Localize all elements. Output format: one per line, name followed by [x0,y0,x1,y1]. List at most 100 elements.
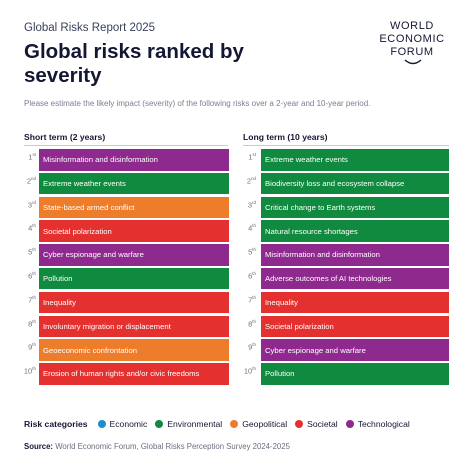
rank-number: 4th [20,223,36,233]
risk-bar: Geoeconomic confrontation [39,339,229,361]
short-term-row: 5th Cyber espionage and warfare [20,243,232,267]
legend-label: Economic [109,419,148,429]
short-term-row: 4th Societal polarization [20,219,232,243]
rank-value: 7 [28,295,33,305]
legend-dot-icon [155,420,164,428]
rank-suffix: nd [30,175,36,181]
short-term-divider [24,145,228,146]
rank-number: 7th [238,295,256,305]
legend-item: Societal [295,419,338,429]
rank-value: 4 [248,223,253,233]
rank-suffix: th [32,342,36,348]
risk-bar: Extreme weather events [261,149,449,171]
legend-label: Technological [357,419,410,429]
rank-value: 4 [28,223,33,233]
risk-bar: Inequality [39,291,229,314]
risk-bar: Pollution [261,363,449,385]
rank-suffix: th [252,247,256,253]
rank-suffix: th [32,318,36,324]
rank-number: 9th [238,342,256,352]
legend-dot-icon [345,420,354,428]
rank-suffix: th [252,223,256,229]
rank-value: 8 [28,319,33,329]
long-term-row: 1st Extreme weather events [238,148,450,172]
short-term-row: 10th Erosion of human rights and/or civic… [20,362,232,386]
rank-number: 1st [20,152,36,162]
rank-number: 2nd [20,176,36,186]
risk-bar: Cyber espionage and warfare [261,339,449,361]
long-term-row: 2nd Biodiversity loss and ecosystem colla… [238,172,450,196]
rank-number: 8th [20,319,36,329]
risk-bar: Misinformation and disinformation [261,244,449,266]
rank-value: 1 [28,152,33,162]
short-term-row: 7th Inequality [20,291,232,315]
risk-bar: Involuntary migration or displacement [39,315,229,338]
rank-number: 9th [20,342,36,352]
rank-number: 1st [238,152,256,162]
legend-item: Economic [97,419,148,429]
rank-suffix: rd [251,199,256,205]
rank-value: 6 [248,271,253,281]
rank-suffix: th [252,270,256,276]
rank-suffix: st [252,152,256,157]
logo-arc-icon [404,59,422,65]
rank-number: 10th [20,366,36,376]
legend-label: Societal [307,419,338,429]
rank-number: 4th [238,223,256,233]
rank-suffix: th [32,294,36,300]
risk-bar: Adverse outcomes of AI technologies [261,267,449,290]
rank-value: 9 [28,342,33,352]
legend-item: Environmental [155,419,222,429]
rank-suffix: th [32,366,36,372]
long-term-row: 3rd Critical change to Earth systems [238,196,450,220]
rank-value: 7 [248,295,253,305]
logo-line-economic: ECONOMIC [379,33,445,45]
rank-suffix: nd [250,175,256,181]
source-text: World Economic Forum, Global Risks Perce… [55,442,290,451]
logo-line-forum: FORUM [390,46,434,58]
risk-bar: Inequality [261,291,449,314]
rank-value: 9 [248,342,253,352]
short-term-row: 9th Geoeconomic confrontation [20,338,232,362]
risk-bar: Extreme weather events [39,172,229,195]
short-term-row: 8th Involuntary migration or displacement [20,315,232,339]
rank-suffix: th [32,247,36,253]
rank-number: 5th [20,247,36,257]
intro-text: Please estimate the likely impact (sever… [24,99,371,108]
wef-logo: WORLD ECONOMIC FORUM [364,20,460,65]
source-note: Source: World Economic Forum, Global Ris… [24,442,290,451]
legend: Risk categories Economic Environmental Geo… [24,419,418,429]
long-term-row: 10th Pollution [238,362,450,386]
risk-bar: Societal polarization [39,220,229,242]
long-term-row: 6th Adverse outcomes of AI technologies [238,267,450,291]
risk-bar: Biodiversity loss and ecosystem collapse [261,172,449,195]
logo-line-world: WORLD [390,20,434,32]
rank-value: 2 [26,176,31,186]
rank-number: 7th [20,295,36,305]
legend-dot-icon [97,420,106,428]
long-term-heading: Long term (10 years) [243,132,328,142]
legend-label: Environmental [167,419,223,429]
risk-bar: State-based armed conflict [39,196,229,219]
rank-value: 6 [28,271,33,281]
long-term-row: 9th Cyber espionage and warfare [238,338,450,362]
long-term-row: 5th Misinformation and disinformation [238,243,450,267]
rank-number: 6th [238,271,256,281]
rank-number: 6th [20,271,36,281]
short-term-row: 6th Pollution [20,267,232,291]
risk-bar: Cyber espionage and warfare [39,244,229,266]
long-term-row: 4th Natural resource shortages [238,219,450,243]
risk-bar: Pollution [39,267,229,290]
source-label: Source: [24,442,54,451]
rank-number: 8th [238,319,256,329]
rank-value: 10 [23,366,33,376]
legend-items: Economic Environmental Geopolitical Societa… [97,419,418,429]
long-term-list: 1st Extreme weather events 2nd Biodiversity… [238,148,450,386]
rank-number: 3rd [20,200,36,210]
short-term-row: 3rd State-based armed conflict [20,196,232,220]
rank-value: 10 [243,366,253,376]
short-term-heading: Short term (2 years) [24,132,106,142]
legend-title: Risk categories [24,419,88,429]
risk-bar: Erosion of human rights and/or civic fre… [39,363,229,385]
rank-suffix: th [252,294,256,300]
